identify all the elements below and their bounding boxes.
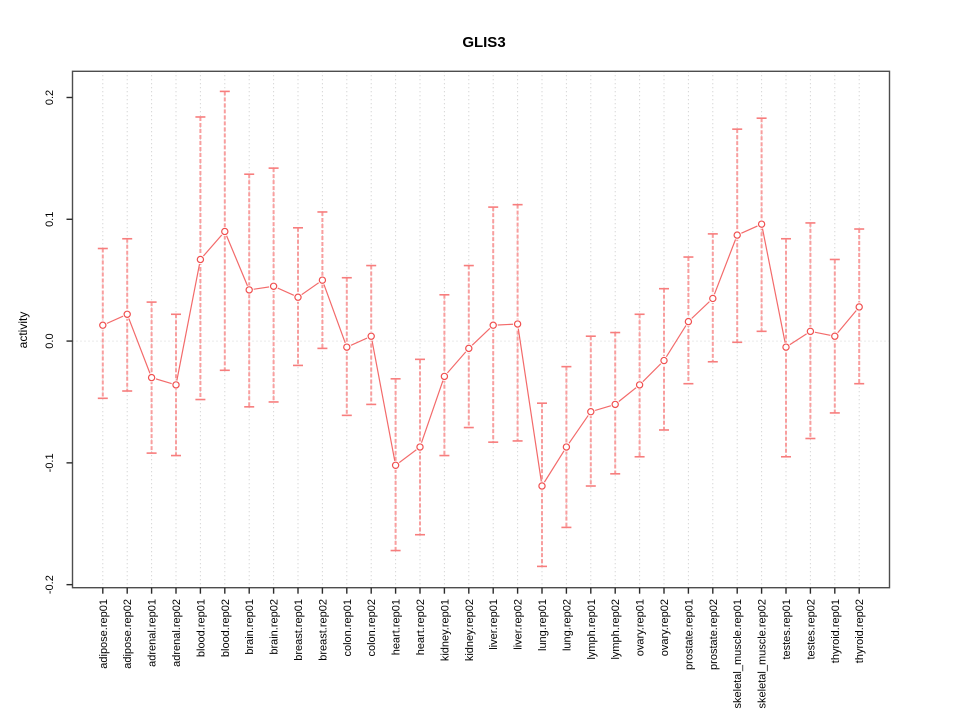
gridlines [72,71,890,588]
y-tick-label: 0.0 [44,333,56,348]
error-bar [805,222,816,440]
data-point [416,443,424,451]
x-tick-label: thyroid.rep01 [830,599,842,663]
x-tick-label: brain.rep01 [244,599,256,655]
data-point [196,255,205,264]
x-tick-label: skeletal_muscle.rep01 [732,599,744,708]
data-point [172,381,180,389]
x-tick-label: ovary.rep01 [635,599,647,656]
x-axis: adipose.rep01 adipose.rep02 adrenal.rep01 a… [98,587,866,708]
error-bar [610,331,621,475]
data-point [684,317,693,326]
x-tick-label: blood.rep02 [220,599,232,657]
x-tick-label: skeletal_muscle.rep02 [757,599,769,708]
data-point [367,332,375,340]
y-tick-label: -0.1 [44,453,56,472]
x-tick-label: prostate.rep02 [708,599,720,670]
data-point [99,321,107,329]
data-point [611,400,619,409]
error-bar [171,313,181,457]
x-tick-label: adipose.rep01 [98,599,110,669]
x-tick-label: lymph.rep01 [586,599,598,660]
y-axis: -0.2 -0.1 0.0 0.1 0.2 [44,90,73,594]
x-tick-label: heart.rep02 [415,599,427,655]
data-point [465,344,473,353]
error-bars [97,90,865,568]
data-point [221,227,229,236]
x-tick-label: adrenal.rep02 [171,599,183,667]
data-point [660,356,668,365]
x-tick-label: thyroid.rep02 [854,599,866,663]
data-point [757,220,766,228]
data-point [733,231,741,239]
data-point [538,482,546,490]
x-tick-label: brain.rep02 [269,599,281,655]
y-tick-label: -0.2 [44,575,56,594]
x-tick-label: testes.rep02 [805,599,817,660]
y-axis-title: activity [16,312,30,349]
data-point [245,286,253,294]
x-tick-label: testes.rep01 [781,599,793,660]
data-point [343,343,351,351]
data-point [709,294,717,303]
data-point [318,276,327,284]
chart-title: GLIS3 [462,34,505,51]
data-point [147,373,156,382]
error-bar [854,228,865,385]
data-point [587,408,595,416]
x-tick-label: adrenal.rep01 [147,599,159,667]
y-tick-label: 0.1 [44,212,56,227]
error-bar [659,287,669,431]
x-tick-label: colon.rep01 [342,599,354,657]
data-point [782,343,790,351]
data-points [98,219,864,491]
x-tick-label: breast.rep01 [293,599,305,661]
x-tick-label: lymph.rep02 [610,599,622,660]
error-bar [756,117,767,333]
error-bar [122,237,133,392]
data-point [855,303,863,311]
data-point [562,443,571,451]
x-tick-label: heart.rep01 [391,599,403,655]
data-point [489,321,497,329]
x-tick-label: breast.rep02 [317,599,329,661]
data-point [806,327,815,336]
plot-border [71,70,891,589]
data-point [440,372,449,381]
activity-line [102,223,860,488]
x-tick-label: colon.rep02 [366,599,378,657]
error-bar [512,203,523,442]
x-tick-label: liver.rep02 [513,599,525,650]
data-point [391,461,400,469]
x-tick-label: adipose.rep02 [122,599,134,669]
y-tick-label: 0.2 [44,90,56,105]
data-point [294,293,302,301]
data-point [635,381,644,389]
x-tick-label: blood.rep01 [195,599,207,657]
error-bar [829,258,840,414]
x-tick-label: kidney.rep02 [464,599,476,661]
error-bar [634,313,645,458]
x-tick-label: liver.rep01 [488,599,500,650]
x-tick-label: ovary.rep02 [659,599,671,656]
x-tick-label: lung.rep02 [561,599,573,651]
data-point [123,310,131,318]
data-point [831,332,839,340]
x-tick-label: prostate.rep01 [683,599,695,670]
x-tick-label: lung.rep01 [537,599,549,651]
data-point [513,320,522,328]
error-bar [732,128,743,344]
data-point [269,282,278,290]
x-tick-label: kidney.rep01 [439,599,451,661]
